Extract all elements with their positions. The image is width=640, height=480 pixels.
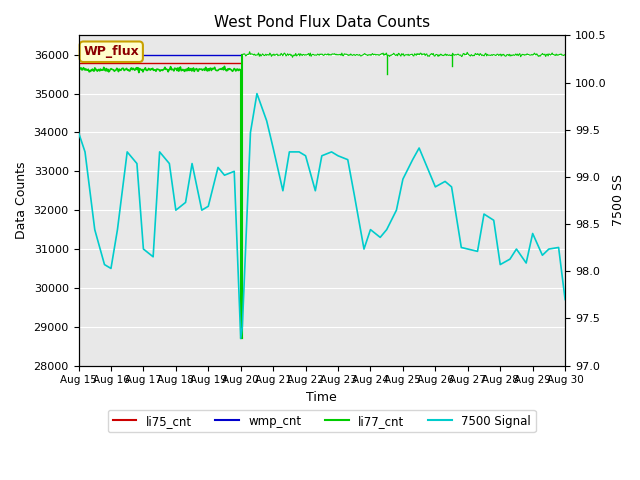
Title: West Pond Flux Data Counts: West Pond Flux Data Counts xyxy=(214,15,430,30)
Text: WP_flux: WP_flux xyxy=(83,45,139,58)
Y-axis label: Data Counts: Data Counts xyxy=(15,162,28,239)
Y-axis label: 7500 SS: 7500 SS xyxy=(612,174,625,227)
Legend: li75_cnt, wmp_cnt, li77_cnt, 7500 Signal: li75_cnt, wmp_cnt, li77_cnt, 7500 Signal xyxy=(108,410,536,432)
X-axis label: Time: Time xyxy=(307,391,337,404)
